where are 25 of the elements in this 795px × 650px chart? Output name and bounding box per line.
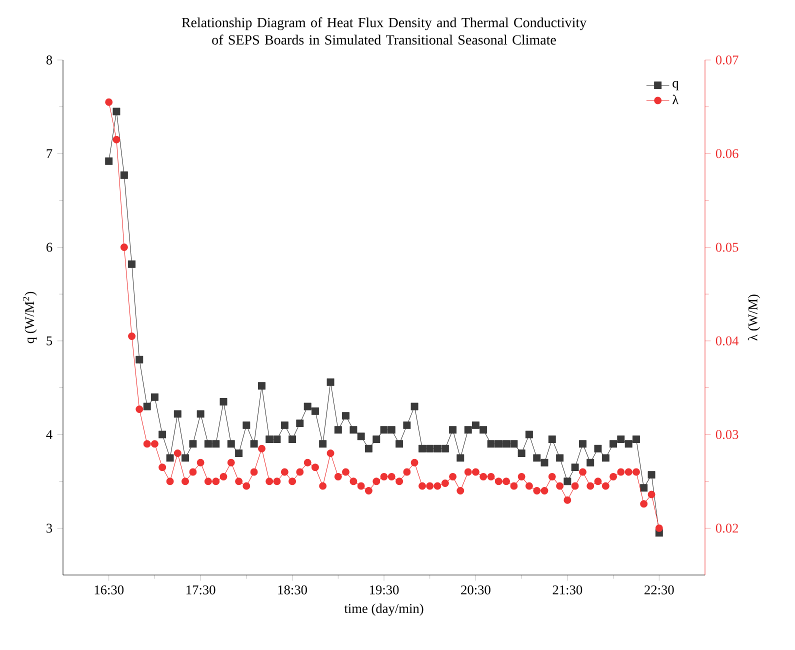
y2-tick-label: 0.07 — [716, 55, 738, 65]
y-tick-label: 6 — [46, 242, 52, 252]
x-tick-label: 16:30 — [94, 585, 124, 594]
x-tick-label: 19:30 — [370, 585, 399, 594]
legend-label: λ — [672, 94, 679, 104]
y2-tick-label: 0.02 — [716, 524, 738, 533]
chart-title: Relationship Diagram of Heat Flux Density and Thermal Conductivity of SEPS Boards in Simulated Transitional Seasonal Climate — [182, 17, 587, 45]
y2-tick-label: 0.04 — [716, 336, 739, 346]
x-tick-label: 17:30 — [186, 585, 216, 594]
y2-tick-label: 0.03 — [716, 430, 738, 440]
y-tick-label: 8 — [46, 56, 52, 64]
x-tick-label: 18:30 — [278, 585, 307, 594]
y-axis-title: q (W/M$^{2}$) — [22, 292, 37, 344]
y2-axis-title: λ (W/M) — [748, 294, 760, 341]
x-tick-label: 22:30 — [644, 585, 674, 594]
y-tick-label: 5 — [46, 336, 52, 346]
y-tick-label: 7 — [46, 149, 52, 158]
x-axis-title: time (day/min) — [344, 604, 424, 616]
y-tick-label: 4 — [46, 430, 52, 439]
y2-tick-label: 0.06 — [716, 149, 738, 158]
y-tick-label: 3 — [46, 524, 52, 533]
x-tick-label: 20:30 — [461, 585, 490, 594]
legend-label: q — [672, 81, 679, 90]
y2-tick-label: 0.05 — [716, 242, 738, 252]
x-tick-label: 21:30 — [552, 585, 582, 594]
